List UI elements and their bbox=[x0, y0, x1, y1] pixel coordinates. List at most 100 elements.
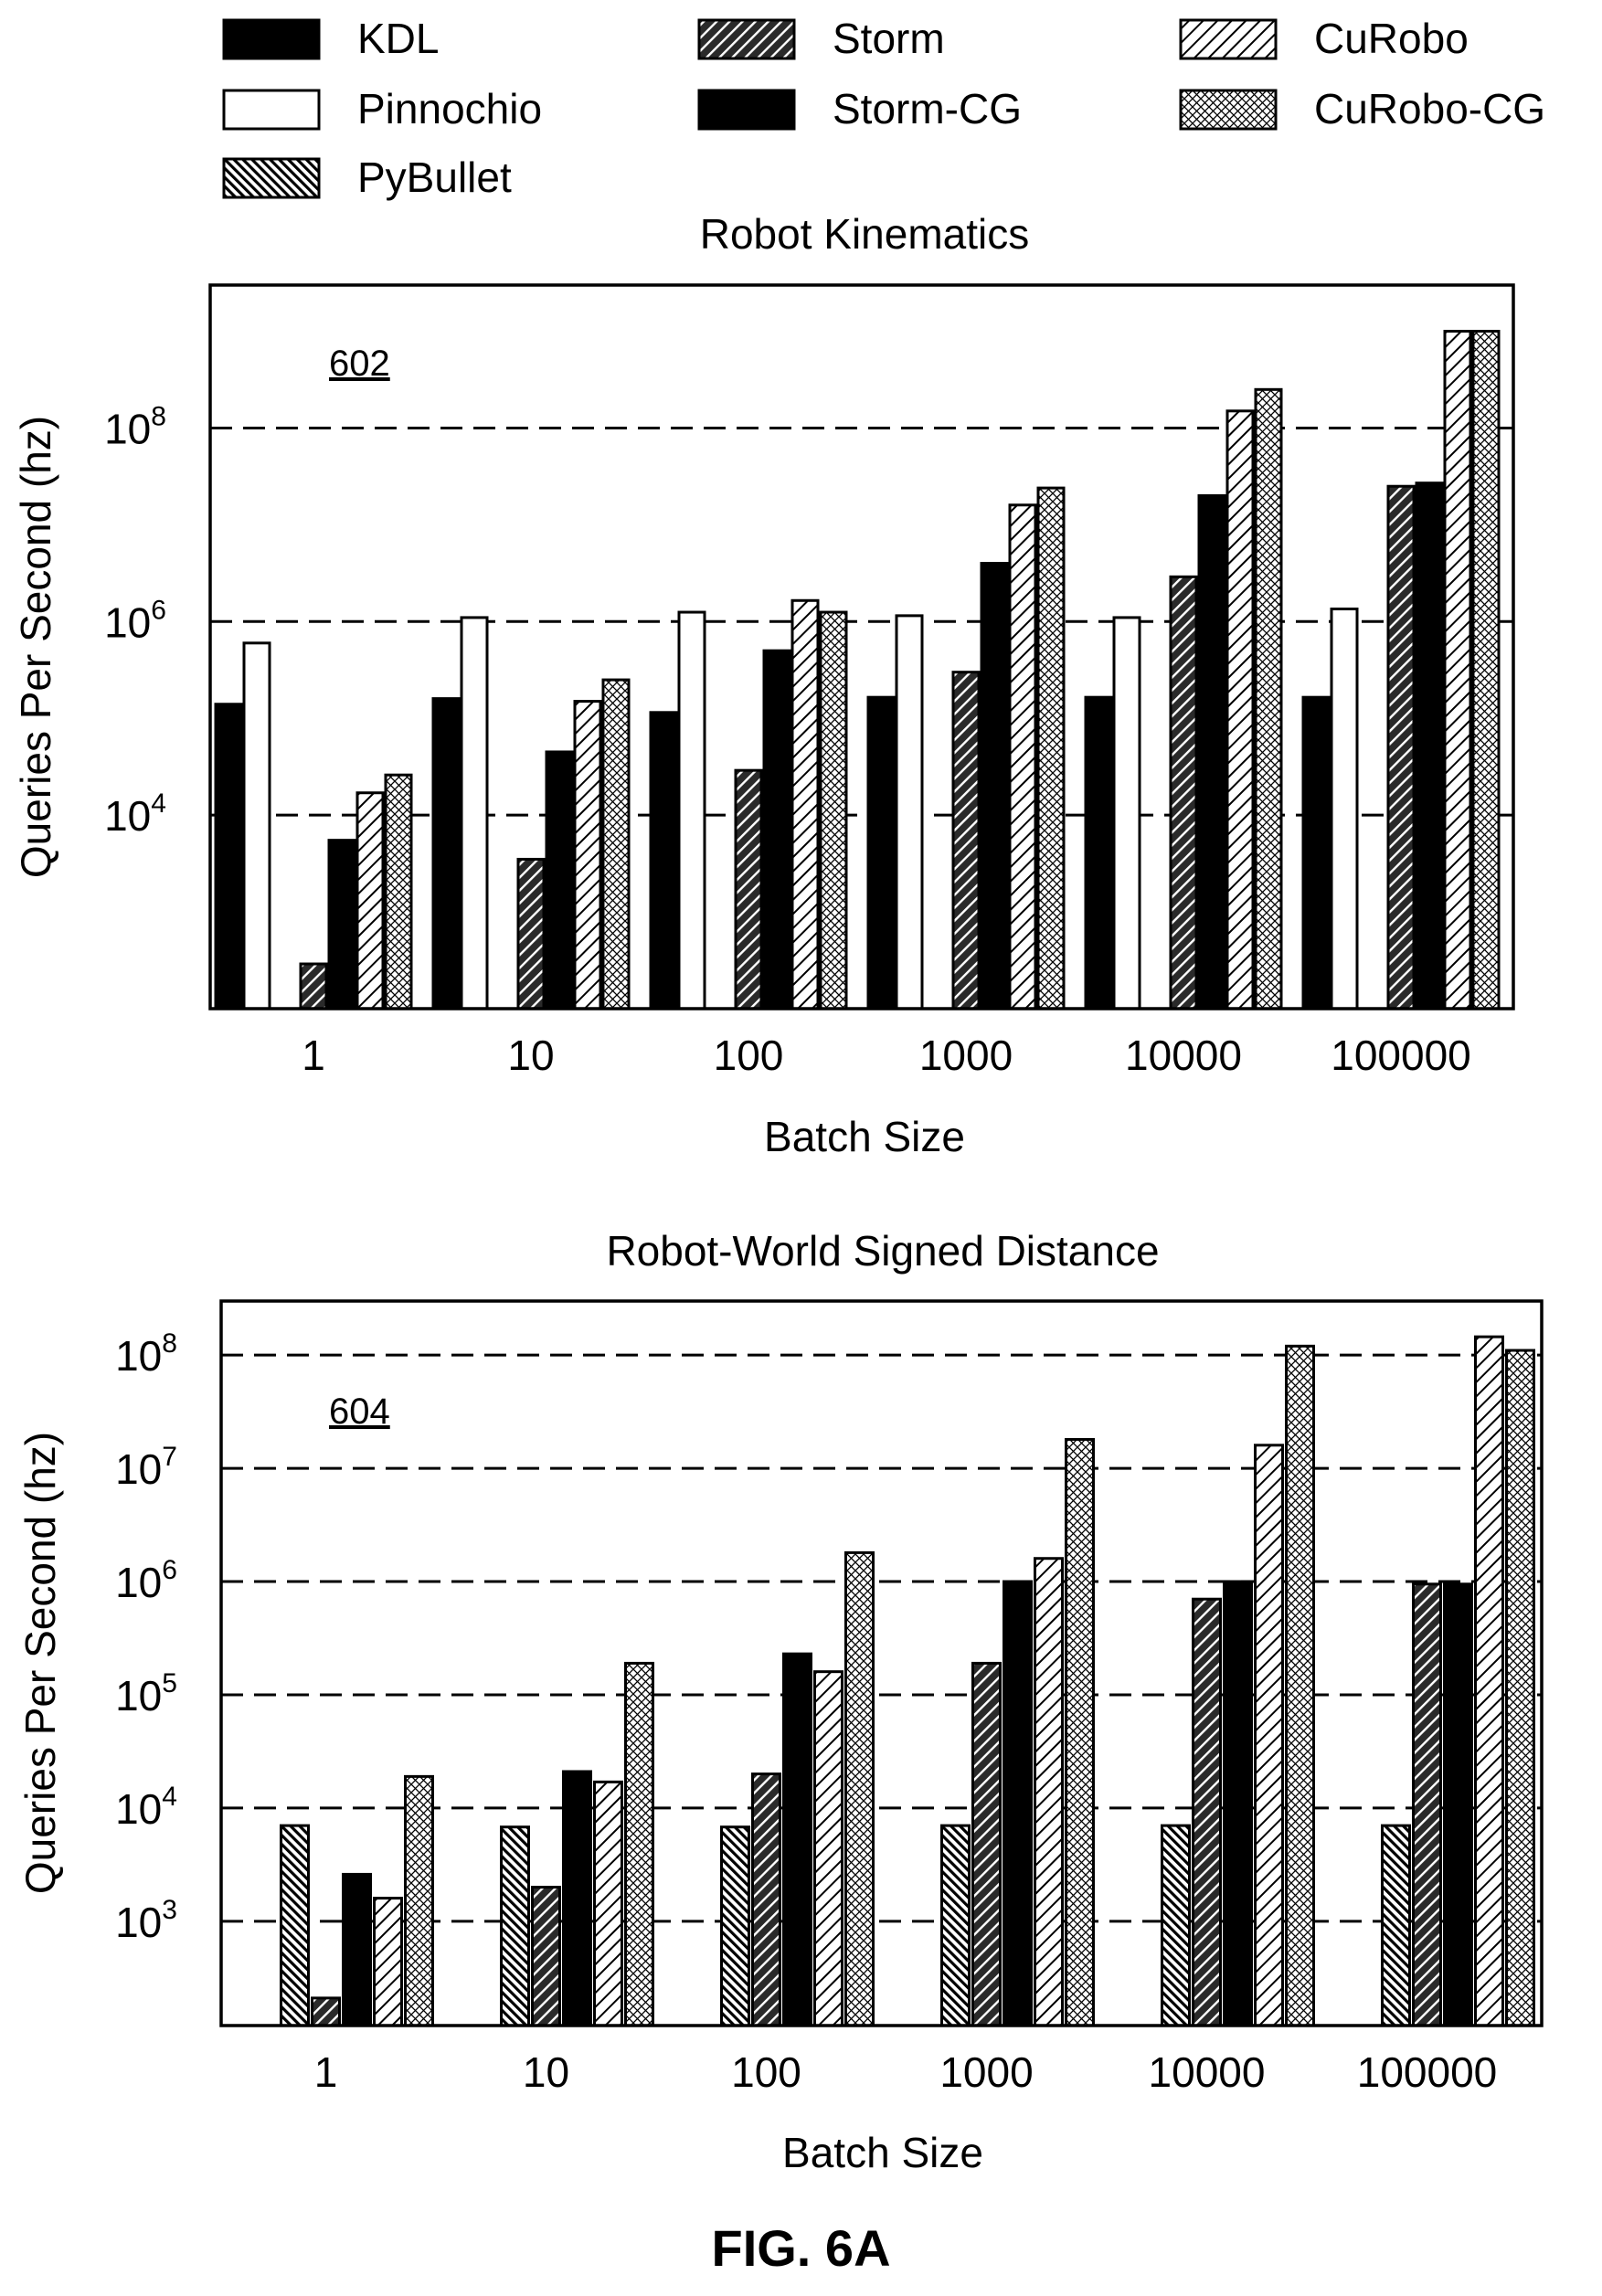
bar-pinnochio-batch-10 bbox=[460, 616, 489, 1010]
y-tick-label: 107 bbox=[115, 1442, 177, 1493]
bar-curobo-batch-100000 bbox=[1443, 330, 1472, 1010]
bar-curobo-batch-100 bbox=[790, 598, 820, 1010]
x-tick-label: 100000 bbox=[1331, 1032, 1471, 1079]
legend-label-curobo-cg: CuRobo-CG bbox=[1314, 85, 1545, 132]
bar-pinnochio-batch-1 bbox=[242, 641, 271, 1010]
bar-curobo-cg-batch-100000 bbox=[1471, 330, 1501, 1010]
x-tick-label: 10 bbox=[507, 1032, 554, 1079]
x-tick-label: 10 bbox=[523, 2048, 569, 2096]
bar-curobo-cg-batch-10 bbox=[601, 678, 631, 1010]
bar-storm-batch-1 bbox=[311, 1996, 341, 2027]
bar-storm-batch-10 bbox=[516, 857, 546, 1010]
grid-lines bbox=[221, 1353, 1542, 1923]
x-tick-label: 100 bbox=[731, 2048, 801, 2096]
x-tick-label: 1 bbox=[314, 2048, 338, 2096]
y-axis-label: Queries Per Second (hz) bbox=[12, 416, 59, 878]
bar-storm-cg-batch-10000 bbox=[1223, 1580, 1253, 2027]
x-tick-label: 1000 bbox=[919, 1032, 1013, 1079]
y-tick-label: 103 bbox=[115, 1895, 177, 1946]
bar-pinnochio-batch-100000 bbox=[1330, 608, 1359, 1010]
x-tick-label: 10000 bbox=[1149, 2048, 1266, 2096]
bar-curobo-batch-100000 bbox=[1474, 1335, 1504, 2027]
x-axis-label: Batch Size bbox=[782, 2129, 983, 2176]
bar-curobo-cg-batch-1000 bbox=[1065, 1437, 1095, 2027]
y-tick-label: 104 bbox=[104, 788, 166, 840]
reference-numeral: 604 bbox=[329, 1391, 390, 1432]
y-tick-labels: 103 104 105 106 107 108 bbox=[115, 1328, 177, 1946]
bar-kdl-batch-100 bbox=[649, 711, 678, 1010]
x-tick-labels: 1 10 100 1000 10000 100000 bbox=[302, 1032, 1471, 1079]
bar-storm-batch-100 bbox=[751, 1772, 781, 2027]
bar-storm-cg-batch-10000 bbox=[1197, 493, 1226, 1010]
bar-storm-batch-1 bbox=[299, 962, 328, 1010]
plot-frame bbox=[219, 1299, 1544, 2027]
bar-curobo-cg-batch-100000 bbox=[1505, 1349, 1535, 2027]
legend-label-curobo: CuRobo bbox=[1314, 15, 1469, 62]
bar-curobo-batch-10000 bbox=[1225, 409, 1255, 1010]
legend-swatch-storm bbox=[697, 18, 796, 60]
bar-storm-batch-10 bbox=[531, 1886, 561, 2027]
legend: KDL Pinnochio PyBullet Storm Storm-CG CuRobo C… bbox=[222, 15, 1545, 201]
y-tick-label: 106 bbox=[104, 595, 166, 646]
bar-pybullet-batch-1000 bbox=[940, 1824, 971, 2027]
bar-storm-batch-10000 bbox=[1192, 1597, 1222, 2027]
legend-swatch-pinnochio bbox=[222, 89, 321, 131]
bar-storm-cg-batch-100 bbox=[762, 649, 791, 1010]
bar-curobo-batch-1 bbox=[355, 791, 385, 1010]
legend-label-pybullet: PyBullet bbox=[357, 153, 512, 201]
x-axis-label: Batch Size bbox=[764, 1113, 965, 1160]
bar-storm-cg-batch-100 bbox=[782, 1652, 812, 2027]
bar-storm-cg-batch-1 bbox=[342, 1872, 372, 2027]
bar-storm-batch-100000 bbox=[1386, 484, 1416, 1010]
bars bbox=[214, 330, 1501, 1010]
bar-storm-batch-100 bbox=[734, 768, 763, 1010]
x-tick-label: 10000 bbox=[1125, 1032, 1242, 1079]
bar-kdl-batch-100000 bbox=[1301, 695, 1331, 1010]
bars bbox=[280, 1335, 1535, 2027]
chart-title: Robot-World Signed Distance bbox=[606, 1227, 1159, 1275]
x-tick-label: 1 bbox=[302, 1032, 325, 1079]
bar-curobo-batch-1 bbox=[373, 1897, 403, 2027]
x-tick-label: 100 bbox=[714, 1032, 784, 1079]
grid-lines bbox=[210, 426, 1513, 817]
bar-pybullet-batch-100000 bbox=[1381, 1824, 1411, 2027]
bar-curobo-batch-10 bbox=[593, 1780, 623, 2027]
bar-storm-cg-batch-10 bbox=[562, 1770, 592, 2027]
figure-caption: FIG. 6A bbox=[711, 2219, 891, 2277]
bar-storm-cg-batch-10 bbox=[545, 750, 574, 1010]
y-tick-labels: 104 106 108 bbox=[104, 401, 166, 840]
legend-label-storm: Storm bbox=[833, 15, 945, 62]
y-axis-label: Queries Per Second (hz) bbox=[16, 1432, 64, 1894]
x-tick-label: 1000 bbox=[939, 2048, 1033, 2096]
legend-swatch-curobo bbox=[1179, 18, 1278, 60]
bar-curobo-cg-batch-1 bbox=[404, 1774, 434, 2027]
bar-pybullet-batch-10 bbox=[500, 1825, 530, 2027]
y-tick-label: 106 bbox=[115, 1555, 177, 1606]
legend-label-pinnochio: Pinnochio bbox=[357, 85, 542, 132]
bar-curobo-batch-100 bbox=[813, 1670, 843, 2027]
legend-swatch-curobo-cg bbox=[1179, 89, 1278, 131]
bar-kdl-batch-1000 bbox=[866, 695, 896, 1010]
bar-storm-batch-1000 bbox=[951, 671, 981, 1010]
bar-pybullet-batch-10000 bbox=[1161, 1824, 1191, 2027]
legend-label-kdl: KDL bbox=[357, 15, 439, 62]
bar-kdl-batch-10000 bbox=[1084, 695, 1113, 1010]
bar-curobo-cg-batch-10000 bbox=[1285, 1344, 1315, 2027]
legend-swatch-pybullet bbox=[222, 157, 321, 199]
bar-storm-cg-batch-100000 bbox=[1443, 1582, 1473, 2027]
bar-storm-batch-10000 bbox=[1169, 575, 1198, 1010]
bar-curobo-cg-batch-1000 bbox=[1036, 486, 1066, 1010]
bar-kdl-batch-10 bbox=[431, 697, 461, 1010]
legend-swatch-kdl bbox=[222, 18, 321, 60]
bar-storm-cg-batch-1000 bbox=[1003, 1580, 1033, 2027]
x-tick-label: 100000 bbox=[1357, 2048, 1498, 2096]
bar-curobo-cg-batch-1 bbox=[384, 773, 413, 1010]
bar-curobo-cg-batch-10 bbox=[624, 1661, 654, 2027]
bar-storm-cg-batch-1 bbox=[327, 839, 356, 1010]
bar-curobo-batch-1000 bbox=[1008, 503, 1037, 1010]
y-tick-label: 104 bbox=[115, 1782, 177, 1833]
bar-kdl-batch-1 bbox=[214, 703, 243, 1010]
legend-label-storm-cg: Storm-CG bbox=[833, 85, 1022, 132]
